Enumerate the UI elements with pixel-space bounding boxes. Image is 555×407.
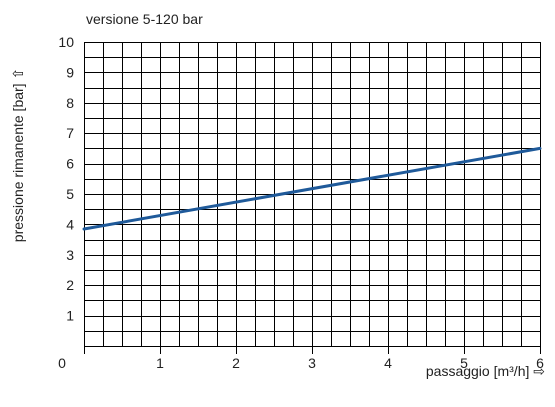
y-axis-label: pressione rimanente [bar] ⇧ bbox=[10, 68, 26, 242]
series-line bbox=[82, 146, 542, 231]
x-tick-label: 1 bbox=[156, 355, 164, 371]
x-tick-label: 0 bbox=[58, 355, 66, 371]
y-tick-label: 2 bbox=[66, 277, 74, 293]
series-group bbox=[82, 146, 542, 231]
y-tick-label: 4 bbox=[66, 216, 74, 232]
x-tick-label: 6 bbox=[536, 355, 544, 371]
plot-grid bbox=[84, 42, 541, 354]
y-tick-label: 3 bbox=[66, 247, 74, 263]
y-tick-labels: 1 2 3 4 5 6 7 8 9 10 bbox=[58, 34, 74, 324]
y-tick-label: 10 bbox=[58, 34, 74, 50]
chart-title: versione 5-120 bar bbox=[86, 11, 203, 27]
y-tick-label: 5 bbox=[66, 186, 74, 202]
y-tick-label: 7 bbox=[66, 125, 74, 141]
y-tick-label: 9 bbox=[66, 64, 74, 80]
x-tick-label: 3 bbox=[308, 355, 316, 371]
y-tick-label: 1 bbox=[66, 308, 74, 324]
y-tick-label: 8 bbox=[66, 95, 74, 111]
x-tick-labels: 0 1 2 3 4 5 6 bbox=[58, 355, 544, 371]
x-axis-label: passaggio [m³/h] ⇨ bbox=[426, 363, 545, 379]
x-tick-label: 5 bbox=[460, 355, 468, 371]
x-tick-label: 4 bbox=[384, 355, 392, 371]
x-tick-label: 2 bbox=[232, 355, 240, 371]
y-tick-label: 6 bbox=[66, 156, 74, 172]
